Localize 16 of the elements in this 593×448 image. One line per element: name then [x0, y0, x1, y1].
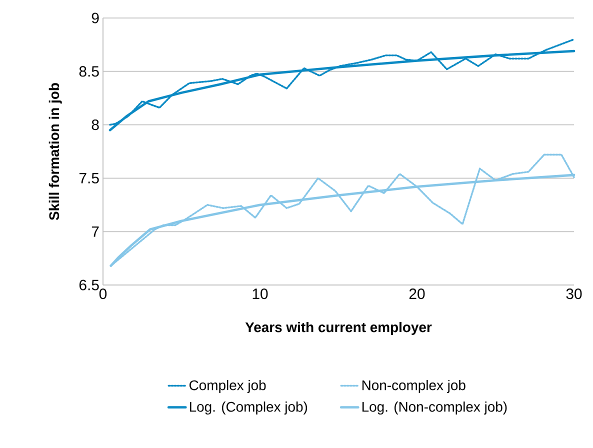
y-tick-label: 6.5 — [79, 280, 99, 290]
y-tick-label: 7.5 — [79, 172, 99, 184]
y-tick-label: 9 — [92, 12, 99, 24]
legend-label: Complex job — [190, 380, 266, 393]
y-tick-label: 8.5 — [79, 66, 99, 77]
y-tick-label: 8 — [92, 120, 99, 130]
legend-label: Log. (Non-complex job) — [362, 402, 507, 415]
x-tick-label: 30 — [566, 288, 582, 300]
x-axis-title: Years with current employer — [245, 322, 432, 335]
legend-label: Non-complex job — [362, 380, 466, 393]
x-tick-label: 0 — [99, 288, 107, 300]
legend-label: Log. (Complex job) — [190, 402, 308, 415]
y-axis-title: Skill formation in job — [48, 83, 62, 220]
x-tick-label: 10 — [252, 288, 268, 300]
y-tick-label: 7 — [92, 226, 99, 237]
x-tick-label: 20 — [409, 288, 425, 300]
